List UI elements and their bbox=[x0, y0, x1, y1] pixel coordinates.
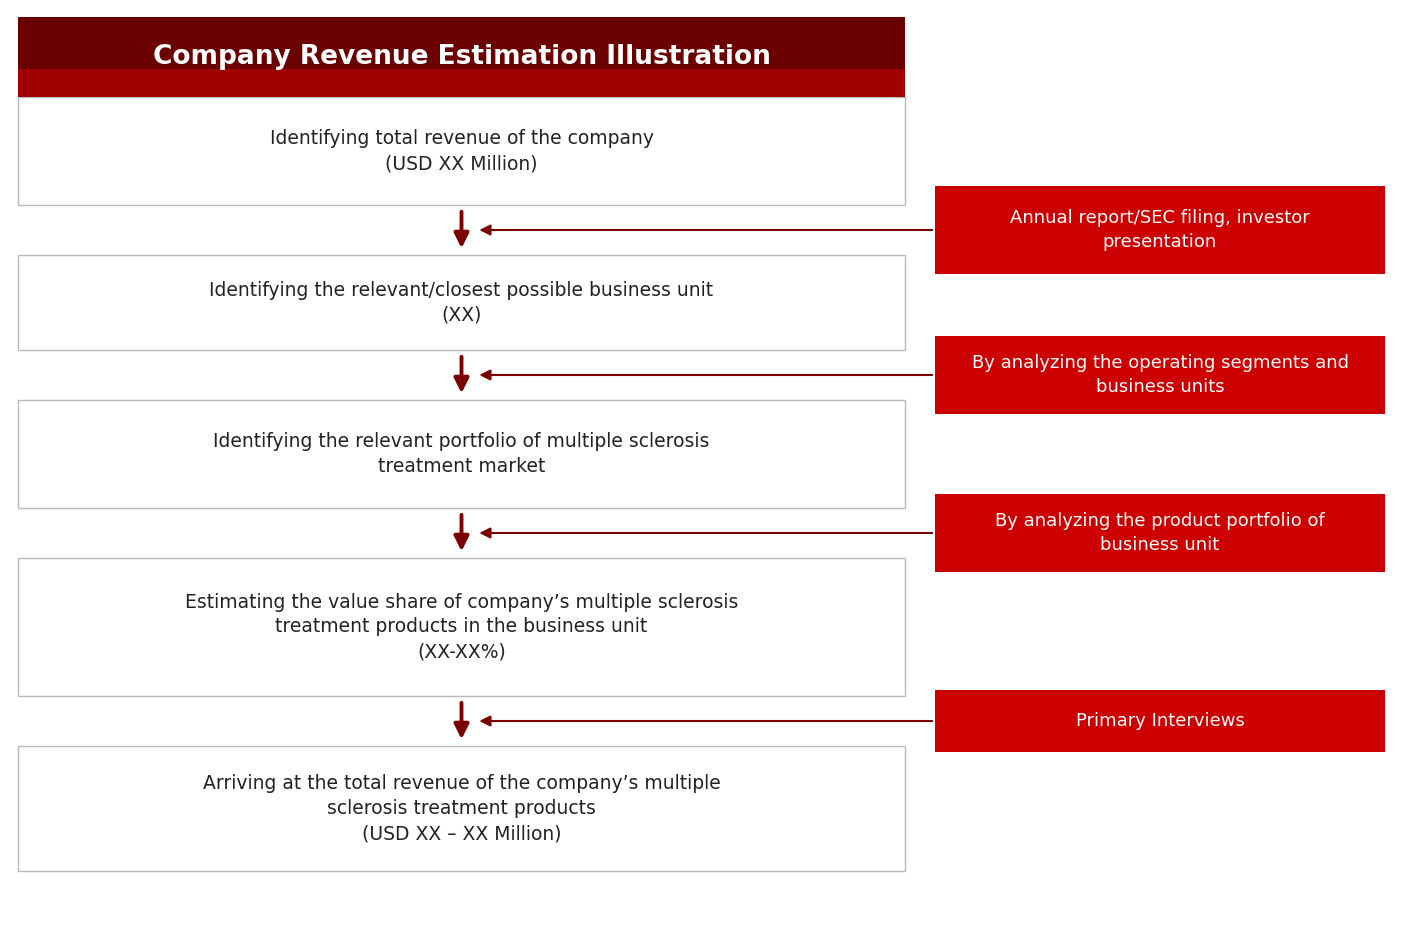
Text: Estimating the value share of company’s multiple sclerosis
treatment products in: Estimating the value share of company’s … bbox=[185, 593, 739, 661]
Bar bbox=[18, 400, 906, 508]
Text: By analyzing the product portfolio of
business unit: By analyzing the product portfolio of bu… bbox=[995, 512, 1325, 554]
Text: By analyzing the operating segments and
business units: By analyzing the operating segments and … bbox=[972, 354, 1349, 396]
Text: Annual report/SEC filing, investor
presentation: Annual report/SEC filing, investor prese… bbox=[1009, 209, 1309, 251]
Bar bbox=[18, 255, 906, 350]
Bar bbox=[18, 69, 906, 97]
Bar bbox=[935, 336, 1385, 414]
Bar bbox=[935, 186, 1385, 274]
Bar bbox=[935, 690, 1385, 752]
Text: Primary Interviews: Primary Interviews bbox=[1075, 712, 1245, 730]
Bar bbox=[935, 494, 1385, 572]
Text: Arriving at the total revenue of the company’s multiple
sclerosis treatment prod: Arriving at the total revenue of the com… bbox=[203, 774, 721, 843]
Bar bbox=[18, 558, 906, 696]
Text: Identifying the relevant/closest possible business unit
(XX): Identifying the relevant/closest possibl… bbox=[209, 281, 714, 325]
Text: Identifying total revenue of the company
(USD XX Million): Identifying total revenue of the company… bbox=[269, 129, 653, 173]
Bar bbox=[18, 746, 906, 871]
Text: Company Revenue Estimation Illustration: Company Revenue Estimation Illustration bbox=[153, 44, 771, 70]
Text: Identifying the relevant portfolio of multiple sclerosis
treatment market: Identifying the relevant portfolio of mu… bbox=[213, 432, 709, 476]
Bar bbox=[18, 17, 906, 97]
Bar bbox=[18, 97, 906, 205]
